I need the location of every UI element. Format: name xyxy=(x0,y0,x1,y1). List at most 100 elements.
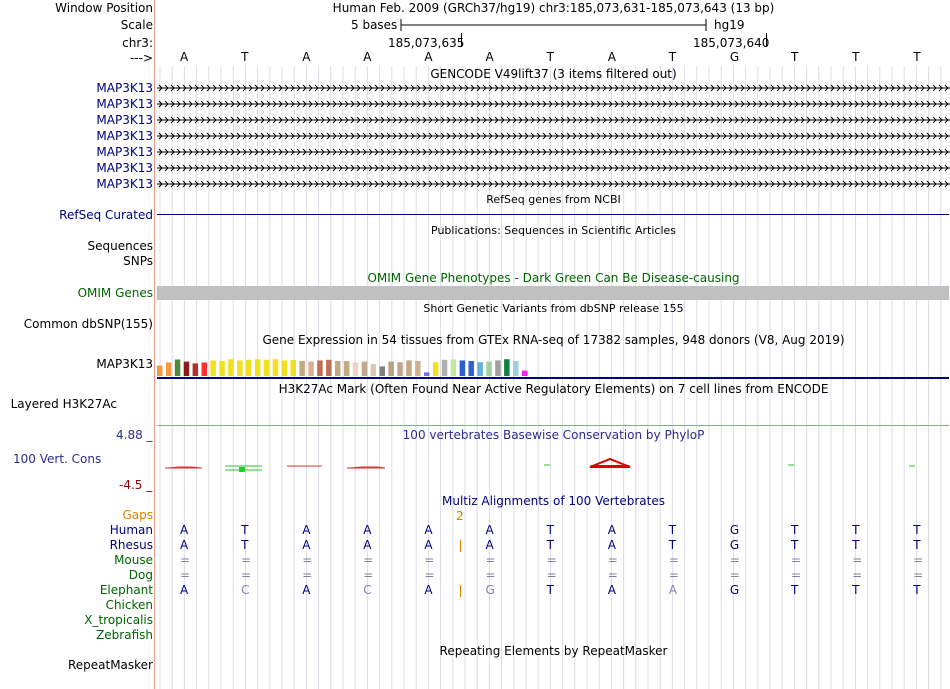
strand-arrow xyxy=(356,116,361,124)
species-label[interactable]: Dog xyxy=(128,568,153,582)
gtex-label[interactable]: MAP3K13 xyxy=(96,357,153,371)
strand-arrow xyxy=(254,164,259,172)
strand-arrow xyxy=(404,180,409,188)
strand-arrow xyxy=(668,116,673,124)
strand-arrow xyxy=(680,180,685,188)
omim-label[interactable]: OMIM Genes xyxy=(77,286,153,300)
strand-arrow xyxy=(350,180,355,188)
strand-arrow xyxy=(506,100,511,108)
species-label[interactable]: Chicken xyxy=(105,598,153,612)
gaps-label[interactable]: Gaps xyxy=(122,508,153,522)
strand-arrow xyxy=(596,180,601,188)
gencode-item-label[interactable]: MAP3K13 xyxy=(96,161,153,175)
h3k27ac-label[interactable]: Layered H3K27Ac xyxy=(10,397,117,411)
strand-arrow xyxy=(668,180,673,188)
assembly-title[interactable]: Human Feb. 2009 (GRCh37/hg19) chr3:185,0… xyxy=(332,1,775,15)
strand-arrow xyxy=(500,180,505,188)
alignment-base: T xyxy=(913,523,921,537)
strand-arrow xyxy=(860,84,865,92)
strand-arrow xyxy=(470,116,475,124)
gtex-bar xyxy=(459,360,466,376)
strand-arrow xyxy=(194,100,199,108)
gtex-title[interactable]: Gene Expression in 54 tissues from GTEx … xyxy=(262,333,845,347)
gencode-item-label[interactable]: MAP3K13 xyxy=(96,177,153,191)
gencode-item-label[interactable]: MAP3K13 xyxy=(96,81,153,95)
label-divider[interactable] xyxy=(154,0,155,689)
alignment-base: = xyxy=(241,553,252,567)
phylop-label[interactable]: 100 Vert. Cons xyxy=(13,452,102,466)
multiz-title[interactable]: Multiz Alignments of 100 Vertebrates xyxy=(441,494,666,508)
gencode-transcript[interactable] xyxy=(157,147,950,157)
insertion-marker xyxy=(460,585,461,597)
gtex-gene-line[interactable] xyxy=(157,377,949,379)
strand-arrow xyxy=(866,180,871,188)
strand-arrow xyxy=(458,116,463,124)
strand-arrow xyxy=(764,132,769,140)
gencode-transcript[interactable] xyxy=(157,131,950,141)
gencode-item-label[interactable]: MAP3K13 xyxy=(96,145,153,159)
species-label[interactable]: Elephant xyxy=(99,583,153,597)
omim-title[interactable]: OMIM Gene Phenotypes - Dark Green Can Be… xyxy=(367,271,740,285)
strand-arrow xyxy=(746,116,751,124)
refseq-label[interactable]: RefSeq Curated xyxy=(59,208,153,222)
gencode-transcript[interactable] xyxy=(157,115,950,125)
omim-feature-bar[interactable] xyxy=(157,286,949,300)
gencode-transcript[interactable] xyxy=(157,163,950,173)
strand-arrow xyxy=(482,148,487,156)
gtex-bar-chart[interactable] xyxy=(155,345,535,377)
strand-arrow xyxy=(464,132,469,140)
gencode-item-label[interactable]: MAP3K13 xyxy=(96,113,153,127)
strand-label[interactable]: ---> xyxy=(129,51,153,65)
gencode-title[interactable]: GENCODE V49lift37 (3 items filtered out) xyxy=(430,67,677,81)
strand-arrow xyxy=(884,180,889,188)
strand-arrow xyxy=(464,164,469,172)
strand-arrow xyxy=(650,84,655,92)
refseq-gene-line[interactable] xyxy=(157,214,949,215)
strand-arrow xyxy=(890,132,895,140)
dbsnp-title[interactable]: Short Genetic Variants from dbSNP releas… xyxy=(423,302,684,315)
strand-arrow xyxy=(584,164,589,172)
strand-arrow xyxy=(320,116,325,124)
repeatmasker-label[interactable]: RepeatMasker xyxy=(67,658,153,672)
strand-arrow xyxy=(878,84,883,92)
species-label[interactable]: Human xyxy=(109,523,153,537)
strand-arrow xyxy=(842,164,847,172)
gencode-transcript[interactable] xyxy=(157,83,950,93)
alignment-base: A xyxy=(607,523,616,537)
strand-arrow xyxy=(638,116,643,124)
gencode-item-label[interactable]: MAP3K13 xyxy=(96,97,153,111)
strand-arrow xyxy=(776,116,781,124)
strand-arrow xyxy=(476,148,481,156)
repeatmasker-title[interactable]: Repeating Elements by RepeatMasker xyxy=(439,644,668,658)
strand-arrow xyxy=(644,132,649,140)
strand-arrow xyxy=(848,100,853,108)
h3k27ac-title[interactable]: H3K27Ac Mark (Often Found Near Active Re… xyxy=(278,382,829,396)
strand-arrow xyxy=(704,84,709,92)
species-label[interactable]: X_tropicalis xyxy=(84,613,153,627)
strand-arrow xyxy=(278,164,283,172)
strand-arrow xyxy=(248,148,253,156)
species-label[interactable]: Zebrafish xyxy=(96,628,153,642)
publications-title[interactable]: Publications: Sequences in Scientific Ar… xyxy=(431,224,676,237)
gencode-item-label[interactable]: MAP3K13 xyxy=(96,129,153,143)
gencode-transcript[interactable] xyxy=(157,99,950,109)
strand-arrow xyxy=(866,132,871,140)
strand-arrow xyxy=(476,164,481,172)
gencode-transcript[interactable] xyxy=(157,179,950,189)
phylop-title[interactable]: 100 vertebrates Basewise Conservation by… xyxy=(402,428,705,442)
strand-arrow xyxy=(770,100,775,108)
publications-label[interactable]: Sequences xyxy=(87,239,153,253)
dbsnp-label[interactable]: Common dbSNP(155) xyxy=(23,317,153,331)
strand-arrow xyxy=(530,100,535,108)
species-label[interactable]: Mouse xyxy=(114,553,153,567)
refseq-title[interactable]: RefSeq genes from NCBI xyxy=(486,193,621,206)
strand-arrow xyxy=(902,100,907,108)
strand-arrow xyxy=(650,180,655,188)
snps-label[interactable]: SNPs xyxy=(123,254,153,268)
strand-arrow xyxy=(272,116,277,124)
species-label[interactable]: Rhesus xyxy=(109,538,153,552)
phylop-plot[interactable] xyxy=(157,455,950,475)
strand-arrow xyxy=(554,180,559,188)
alignment-base: T xyxy=(546,538,554,552)
strand-arrow xyxy=(704,132,709,140)
